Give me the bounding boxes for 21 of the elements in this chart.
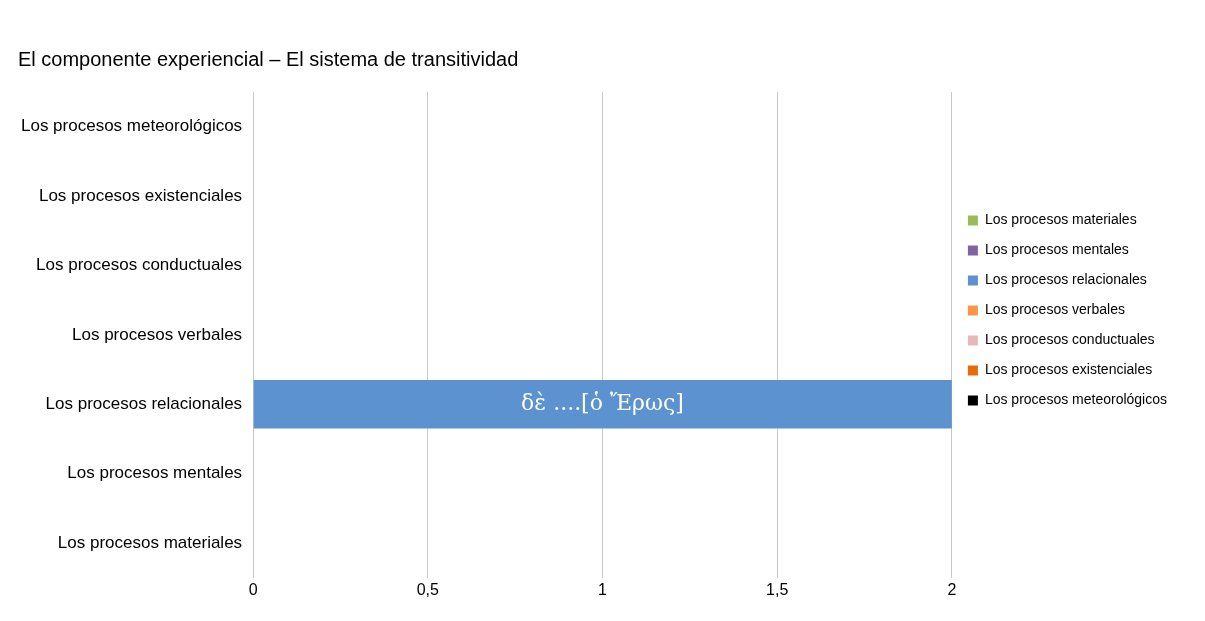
x-tick-label: 1 bbox=[598, 580, 608, 598]
legend-label: Los procesos verbales bbox=[984, 301, 1125, 318]
chart-title: El componente experiencial – El sistema de transitividad bbox=[18, 47, 519, 70]
legend-label: Los procesos relacionales bbox=[984, 271, 1147, 288]
y-tick-label: Los procesos conductuales bbox=[36, 255, 243, 275]
y-tick-label: Los procesos mentales bbox=[67, 463, 243, 483]
y-tick-label: Los procesos relacionales bbox=[45, 393, 243, 413]
y-tick-label: Los procesos verbales bbox=[72, 324, 243, 344]
y-tick-label: Los procesos existenciales bbox=[38, 185, 243, 205]
legend-label: Los procesos materiales bbox=[984, 211, 1137, 228]
legend-label: Los procesos existenciales bbox=[984, 361, 1153, 378]
x-tick-label: 2 bbox=[947, 580, 957, 598]
x-tick-label: 1,5 bbox=[766, 580, 789, 598]
y-tick-label: Los procesos materiales bbox=[57, 532, 243, 552]
annotation: δὲ ....[ὁ Ἔρως] bbox=[521, 390, 684, 416]
x-tick-label: 0,5 bbox=[416, 580, 440, 598]
legend-label: Los procesos conductuales bbox=[984, 331, 1155, 348]
legend-label: Los procesos mentales bbox=[984, 241, 1129, 258]
y-tick-label: Los procesos meteorológicos bbox=[20, 116, 243, 136]
x-tick-label: 0 bbox=[248, 580, 258, 598]
legend-label: Los procesos meteorológicos bbox=[984, 391, 1168, 408]
